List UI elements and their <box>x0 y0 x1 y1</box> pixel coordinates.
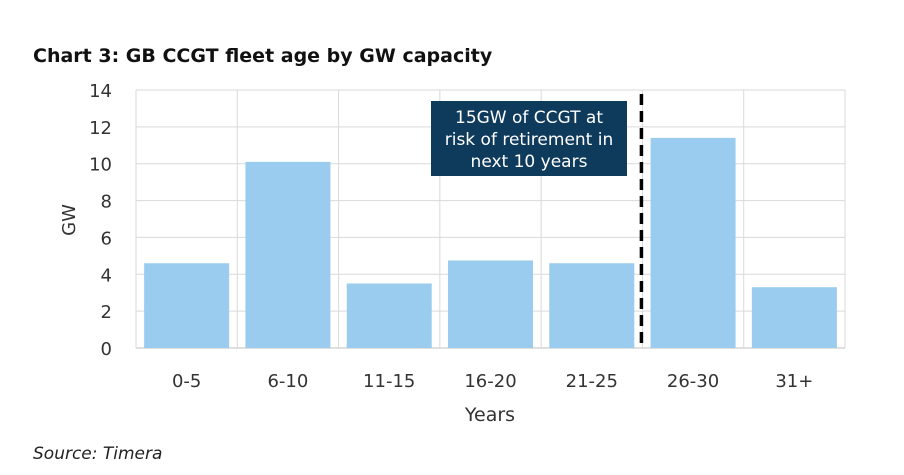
bar-31+ <box>751 287 837 348</box>
bar-chart: 0 2 4 6 8 10 12 14 0-5 6-10 11-15 16-20 21-25 26-30 3… <box>59 81 846 426</box>
y-tick-label: 2 <box>101 302 112 323</box>
x-tick-label: 11-15 <box>363 371 415 392</box>
bar-0-5 <box>144 263 230 348</box>
bar-11-15 <box>346 283 432 348</box>
x-tick-label: 16-20 <box>464 371 516 392</box>
x-tick-labels: 0-5 6-10 11-15 16-20 21-25 26-30 31+ <box>172 371 813 392</box>
y-tick-label: 14 <box>89 81 112 102</box>
bars <box>144 137 837 348</box>
y-tick-label: 12 <box>89 118 112 139</box>
annotation-line-2: risk of retirement in <box>445 130 614 150</box>
bar-6-10 <box>245 161 331 348</box>
bar-21-25 <box>549 263 635 348</box>
y-axis-label: GW <box>59 204 80 236</box>
bar-26-30 <box>650 137 736 348</box>
x-tick-label: 26-30 <box>667 371 719 392</box>
chart-title: Chart 3: GB CCGT fleet age by GW capacit… <box>33 45 493 67</box>
y-tick-labels: 0 2 4 6 8 10 12 14 <box>89 81 112 360</box>
y-tick-label: 0 <box>101 339 112 360</box>
annotation-background <box>431 101 627 176</box>
bar-16-20 <box>448 260 533 348</box>
y-tick-label: 8 <box>101 192 112 213</box>
x-tick-label: 21-25 <box>566 371 618 392</box>
x-tick-label: 0-5 <box>172 371 201 392</box>
annotation-box: 15GW of CCGT at risk of retirement in ne… <box>431 101 627 176</box>
annotation-line-3: next 10 years <box>471 152 588 172</box>
y-tick-label: 6 <box>101 228 112 249</box>
y-tick-label: 10 <box>89 155 112 176</box>
x-tick-label: 6-10 <box>267 371 308 392</box>
source-note: Source: Timera <box>33 444 163 464</box>
annotation-line-1: 15GW of CCGT at <box>455 108 603 128</box>
x-axis-label: Years <box>464 404 515 426</box>
x-tick-label: 31+ <box>775 371 813 392</box>
y-tick-label: 4 <box>101 265 112 286</box>
